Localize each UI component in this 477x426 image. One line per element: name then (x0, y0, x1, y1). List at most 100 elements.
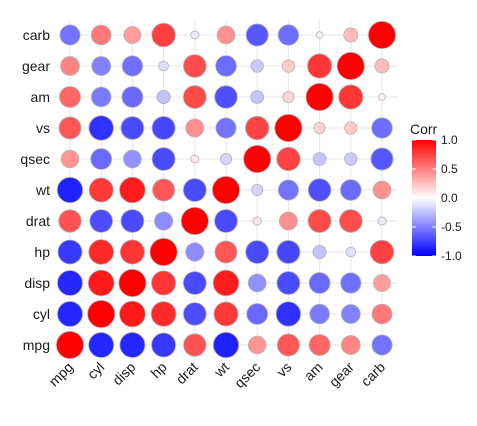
corr-dot-vs-vs (274, 114, 303, 143)
corr-dot-drat-disp (120, 209, 145, 233)
corr-dot-wt-vs (277, 179, 299, 201)
corr-dot-wt-gear (340, 179, 362, 201)
corr-dot-vs-wt (215, 117, 237, 139)
corr-dot-am-qsec (250, 90, 265, 104)
corr-dot-gear-qsec (250, 59, 264, 73)
corr-dot-hp-carb (369, 239, 395, 265)
corr-dot-mpg-disp (119, 332, 146, 358)
legend-tick-label: 0.5 (441, 162, 458, 176)
corr-dot-qsec-cyl (90, 148, 113, 170)
corr-dot-mpg-am (308, 334, 331, 356)
corr-dot-carb-cyl (90, 24, 112, 46)
corr-dot-wt-hp (152, 178, 176, 202)
corr-dot-cyl-disp (119, 300, 146, 328)
corr-dot-drat-mpg (58, 209, 82, 233)
corr-dot-disp-disp (118, 268, 147, 297)
corr-dot-hp-gear (345, 246, 357, 258)
corr-dot-wt-wt (211, 175, 240, 204)
corr-dot-hp-disp (119, 239, 145, 265)
corr-dot-mpg-hp (151, 332, 177, 358)
corr-dot-qsec-disp (123, 149, 142, 169)
corr-dot-drat-am (307, 209, 332, 233)
corr-dot-vs-mpg (58, 116, 82, 140)
corr-dot-cyl-hp (150, 301, 177, 327)
y-tick-label-wt: wt (35, 182, 50, 198)
x-tick-label-drat: drat (173, 359, 201, 387)
corr-dot-hp-mpg (57, 239, 83, 265)
corr-dot-vs-carb (371, 117, 393, 139)
corr-dot-disp-wt (212, 269, 240, 297)
corr-dot-qsec-vs (276, 146, 301, 172)
corr-dot-disp-carb (373, 274, 391, 292)
corr-dot-vs-drat (185, 118, 205, 138)
y-tick-label-hp: hp (34, 244, 50, 260)
corr-dot-cyl-am (309, 303, 330, 325)
corr-dot-am-am (305, 83, 334, 112)
corr-dot-mpg-vs (276, 333, 300, 357)
y-tick-label-carb: carb (23, 27, 50, 43)
corr-dot-carb-wt (216, 25, 236, 45)
corr-dot-wt-carb (372, 180, 392, 200)
corr-dot-wt-qsec (251, 183, 264, 197)
legend-tick-label: -0.5 (441, 220, 462, 234)
corr-dot-cyl-vs (275, 301, 302, 327)
corr-dot-mpg-drat (183, 333, 207, 357)
corr-dot-cyl-mpg (57, 301, 83, 327)
corr-dot-gear-mpg (60, 56, 80, 76)
corr-dot-vs-cyl (88, 115, 114, 141)
corr-dot-carb-vs (277, 24, 300, 46)
x-tick-label-vs: vs (273, 359, 294, 380)
corr-dot-disp-drat (182, 271, 207, 295)
corr-dot-carb-carb (367, 20, 396, 50)
corr-dot-vs-am (313, 121, 326, 135)
x-tick-label-cyl: cyl (84, 359, 107, 382)
y-tick-label-disp: disp (24, 275, 50, 291)
corr-dot-mpg-carb (371, 334, 393, 356)
corr-dot-mpg-cyl (88, 332, 115, 358)
y-tick-label-drat: drat (26, 213, 50, 229)
corr-dot-am-hp (156, 89, 171, 105)
corr-dot-drat-hp (154, 211, 174, 231)
x-tick-label-carb: carb (358, 359, 389, 390)
y-tick-label-mpg: mpg (23, 337, 50, 353)
y-tick-label-gear: gear (22, 58, 50, 74)
corr-dot-disp-hp (151, 270, 177, 296)
legend-tick-label: 1.0 (441, 133, 458, 147)
corr-dot-carb-am (315, 31, 324, 39)
corr-dot-mpg-gear (340, 335, 361, 355)
corr-dot-cyl-carb (371, 303, 393, 325)
corr-dot-hp-cyl (88, 239, 114, 265)
corr-dot-drat-vs (278, 211, 298, 231)
corr-dot-drat-drat (180, 206, 209, 235)
y-tick-label-am: am (31, 89, 50, 105)
corr-dot-mpg-qsec (247, 335, 267, 355)
legend-title: Corr (410, 121, 438, 137)
corr-dot-vs-hp (151, 116, 176, 140)
corr-dot-disp-cyl (87, 269, 115, 297)
corr-dot-hp-qsec (245, 240, 270, 264)
corr-dot-disp-mpg (57, 270, 83, 296)
corr-dot-drat-cyl (89, 209, 113, 233)
corr-dot-am-mpg (59, 86, 81, 108)
legend-tick-label: -1.0 (441, 249, 462, 263)
corr-dot-wt-cyl (88, 177, 114, 203)
corr-dot-qsec-drat (190, 154, 200, 164)
x-tick-label-mpg: mpg (46, 359, 77, 390)
corr-dot-wt-am (307, 178, 332, 202)
corr-dot-drat-gear (339, 209, 363, 233)
corr-dot-am-wt (214, 85, 238, 109)
corr-dot-hp-am (312, 244, 327, 260)
corr-dot-qsec-wt (219, 152, 233, 166)
corr-dot-gear-vs (281, 59, 296, 73)
x-tick-label-gear: gear (326, 359, 357, 390)
x-tick-label-qsec: qsec (231, 359, 263, 391)
corr-dot-wt-disp (119, 176, 146, 204)
corr-dot-disp-gear (340, 272, 362, 294)
corr-dot-am-carb (378, 93, 386, 101)
corr-dot-am-drat (182, 85, 207, 109)
corr-dot-mpg-mpg (56, 330, 85, 359)
corr-dot-disp-qsec (247, 273, 267, 293)
corr-dot-carb-gear (343, 27, 359, 43)
